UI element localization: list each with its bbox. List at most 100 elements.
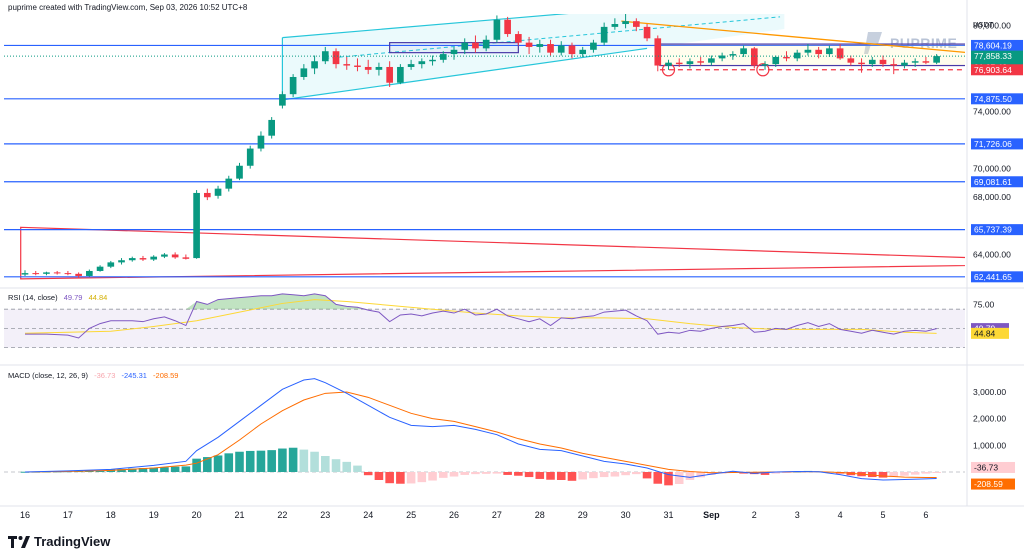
macd-histogram-bar	[138, 468, 148, 472]
macd-histogram-bar	[149, 467, 158, 472]
descending-trendline	[621, 20, 965, 54]
macd-histogram-bar	[438, 472, 448, 478]
macd-histogram-bar	[396, 472, 405, 484]
rsi-legend-value: 49.79	[63, 293, 83, 302]
candle-body	[633, 21, 640, 27]
macd-histogram-bar	[567, 472, 577, 481]
level-price-badge-bg	[971, 39, 1023, 51]
macd-tick-label: 2,000.00	[973, 414, 1006, 424]
level-price-badge-bg	[971, 138, 1023, 150]
candle-body	[525, 42, 533, 47]
candle-body	[890, 64, 898, 66]
candle-body	[86, 270, 93, 276]
candle-body	[622, 21, 629, 25]
candle-body	[397, 66, 404, 83]
candle-body	[300, 68, 308, 77]
candle-body	[279, 94, 286, 106]
macd-tick-label: 1,000.00	[973, 440, 1006, 450]
price-tick-label: 64,000.00	[973, 250, 1011, 260]
channel-upper-line	[282, 14, 569, 39]
macd-histogram-bar	[492, 472, 502, 474]
time-tick-label: Sep	[703, 510, 720, 520]
time-tick-label: 30	[621, 510, 631, 520]
candle-body	[536, 44, 544, 47]
rsi-tick-label: 75.00	[973, 299, 995, 309]
rsi-ma-value-badge-bg	[971, 327, 1009, 339]
rsi-legend: RSI (14, close) 49.79 44.84	[8, 293, 107, 302]
time-tick-label: 23	[320, 510, 330, 520]
macd-histogram-bar	[578, 472, 587, 480]
macd-histogram-bar	[321, 456, 330, 472]
chart-attribution: puprime created with TradingView.com, Se…	[8, 3, 248, 12]
macd-line-legend-value: -245.31	[121, 371, 147, 380]
macd-histogram-bar	[546, 472, 555, 480]
time-tick-label: 20	[192, 510, 202, 520]
time-tick-label: 27	[492, 510, 502, 520]
macd-tick-label: 3,000.00	[973, 387, 1006, 397]
time-tick-label: 6	[923, 510, 928, 520]
macd-histogram-bar	[428, 472, 437, 481]
candle-body	[772, 56, 780, 65]
time-tick-label: 29	[578, 510, 588, 520]
level-price-badge-bg	[971, 224, 1023, 236]
macd-histogram-bar	[213, 455, 223, 472]
rsi-title: RSI (14, close)	[8, 293, 58, 302]
macd-histogram-bar	[867, 472, 877, 478]
candle-body	[171, 254, 179, 258]
macd-histogram-bar	[385, 472, 394, 484]
macd-histogram-bar	[460, 472, 470, 475]
rsi-overbought-fill	[25, 293, 937, 310]
time-tick-label: 5	[880, 510, 885, 520]
candle-body	[783, 56, 790, 59]
candle-body	[729, 54, 737, 56]
support-price-badge: 76,903.64	[974, 65, 1012, 75]
level-price-badge: 71,726.06	[974, 139, 1012, 149]
candle-body	[611, 24, 619, 27]
level-price-badge: 62,441.65	[974, 272, 1012, 282]
macd-histogram-bar	[621, 472, 630, 476]
rsi-ma-line	[24, 299, 937, 334]
rsi-ma-legend-value: 44.84	[88, 293, 108, 302]
macd-histogram-bar	[224, 453, 234, 472]
price-tick-label: 74,000.00	[973, 106, 1011, 116]
price-tick-label: 70,000.00	[973, 164, 1011, 174]
candle-body	[836, 48, 844, 59]
candle-body	[161, 254, 168, 257]
candle-body	[32, 273, 40, 275]
macd-histogram-bar	[235, 451, 244, 472]
macd-histogram-bar	[449, 472, 459, 477]
rsi-pane	[4, 293, 965, 349]
candle-body	[214, 188, 222, 196]
macd-histogram-bar	[203, 457, 212, 472]
candle-body	[665, 62, 672, 66]
macd-histogram-bar	[782, 472, 791, 473]
macd-histogram-bar	[245, 450, 255, 472]
candle-body	[429, 59, 436, 62]
macd-histogram-bar	[921, 472, 931, 474]
macd-title: MACD (close, 12, 26, 9)	[8, 371, 89, 380]
price-tick-label: 68,000.00	[973, 192, 1011, 202]
time-tick-label: 24	[363, 510, 373, 520]
candle-body	[868, 59, 876, 65]
candle-body	[858, 62, 865, 65]
macd-histogram-bar	[503, 472, 512, 475]
candle-body	[568, 45, 576, 55]
macd-histogram-bar	[331, 459, 341, 472]
rsi-ma-value-badge: 44.84	[974, 328, 996, 338]
macd-histogram-bar	[900, 472, 909, 476]
macd-histogram-bar	[288, 447, 298, 472]
macd-histogram-bar	[160, 467, 169, 472]
macd-histogram-bar	[471, 472, 480, 475]
macd-histogram-bar	[878, 472, 888, 478]
candle-body	[911, 61, 919, 63]
macd-histogram-bar	[910, 472, 920, 475]
candle-body	[75, 273, 82, 276]
candle-body	[64, 273, 72, 275]
candle-body	[128, 258, 136, 261]
candle-body	[654, 38, 662, 66]
level-price-badge-bg	[971, 271, 1023, 283]
channel-lower-line	[282, 47, 648, 101]
candle-body	[439, 54, 447, 60]
candle-body	[43, 272, 50, 274]
